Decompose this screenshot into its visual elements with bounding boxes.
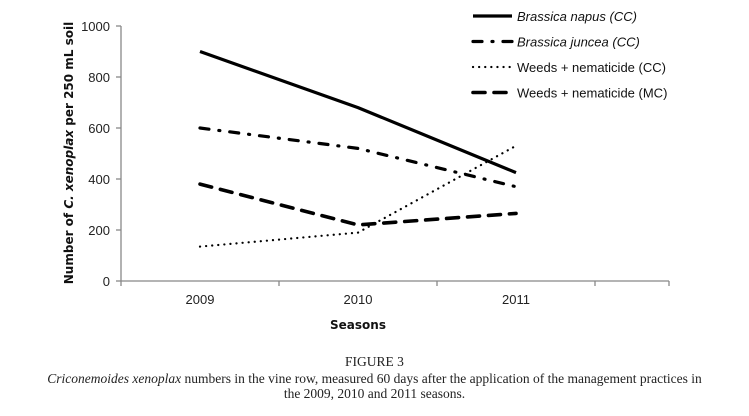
y-tick-label: 400 (88, 172, 110, 187)
series-lines (198, 49, 518, 248)
y-tick-label: 1000 (81, 19, 110, 34)
series-line-2 (198, 126, 518, 189)
y-tick-label: 800 (88, 70, 110, 85)
x-axis-title: Seasons (330, 318, 386, 332)
x-tick-label: 2010 (344, 292, 373, 307)
caption-line2: the 2009, 2010 and 2011 seasons. (283, 386, 466, 401)
y-tick-label: 200 (88, 223, 110, 238)
legend-label: Weeds + nematicide (MC) (517, 86, 667, 101)
line-chart: 0 200 400 600 800 1000 2009 2010 2011 Brassica … (62, 9, 670, 332)
caption-species: Criconemoides xenoplax (47, 371, 182, 386)
series-line-1 (199, 49, 517, 175)
y-axis-title: Number of C. xenoplax per 250 mL soil (62, 22, 76, 284)
legend-label: Brassica juncea (CC) (517, 35, 640, 50)
series-line-4 (198, 182, 518, 227)
y-tick-label: 600 (88, 121, 110, 136)
y-tick-label: 0 (103, 274, 110, 289)
x-tick-label: 2009 (186, 292, 215, 307)
legend: Brassica napus (CC) Brassica juncea (CC) W… (471, 9, 667, 101)
legend-label: Brassica napus (CC) (517, 9, 637, 24)
figure-label: FIGURE 3 (345, 354, 404, 369)
figure-caption: Criconemoides xenoplax numbers in the vi… (0, 371, 749, 401)
legend-label: Weeds + nematicide (CC) (517, 60, 666, 75)
caption-line1: numbers in the vine row, measured 60 day… (181, 371, 702, 386)
x-ticks: 2009 2010 2011 (120, 281, 670, 307)
y-ticks: 0 200 400 600 800 1000 (81, 19, 121, 289)
x-tick-label: 2011 (502, 292, 530, 307)
axes (120, 26, 669, 282)
series-line-3 (198, 144, 518, 248)
